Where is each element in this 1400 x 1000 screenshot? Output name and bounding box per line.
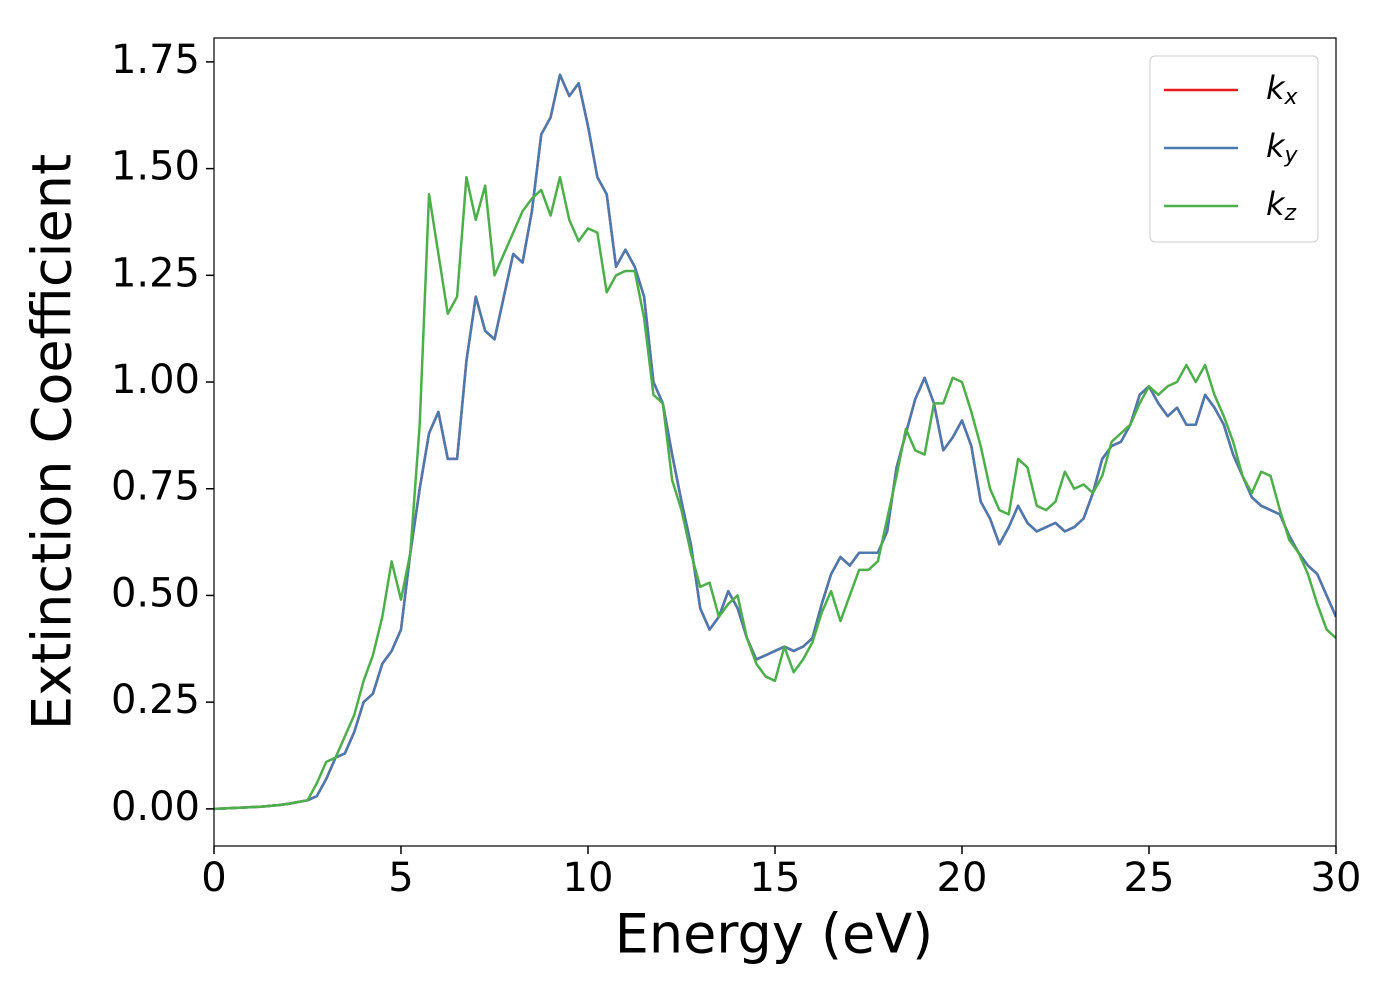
x-tick-label: 25 bbox=[1124, 855, 1175, 901]
y-tick-label: 1.25 bbox=[111, 250, 200, 296]
y-tick-label: 0.00 bbox=[111, 784, 200, 830]
x-tick-label: 5 bbox=[388, 855, 413, 901]
x-tick-label: 0 bbox=[201, 855, 226, 901]
x-tick-label: 10 bbox=[563, 855, 614, 901]
y-tick-label: 0.75 bbox=[111, 464, 200, 510]
legend-label: kz bbox=[1266, 185, 1297, 226]
y-tick-label: 1.50 bbox=[111, 144, 200, 190]
x-axis-label: Energy (eV) bbox=[615, 903, 934, 966]
legend-label: kx bbox=[1266, 69, 1299, 110]
plot-lines bbox=[214, 73, 1336, 811]
y-tick-label: 0.25 bbox=[111, 677, 200, 723]
y-tick-label: 1.00 bbox=[111, 357, 200, 403]
x-tick-label: 15 bbox=[750, 855, 801, 901]
y-tick-label: 0.50 bbox=[111, 570, 200, 616]
y-axis-label: Extinction Coefficient bbox=[21, 154, 84, 730]
series-line bbox=[214, 175, 1336, 811]
y-tick-label: 1.75 bbox=[111, 37, 200, 83]
x-tick-label: 20 bbox=[937, 855, 988, 901]
plot-frame bbox=[213, 37, 1337, 847]
x-tick-label: 30 bbox=[1311, 855, 1362, 901]
legend-label: ky bbox=[1266, 127, 1299, 168]
